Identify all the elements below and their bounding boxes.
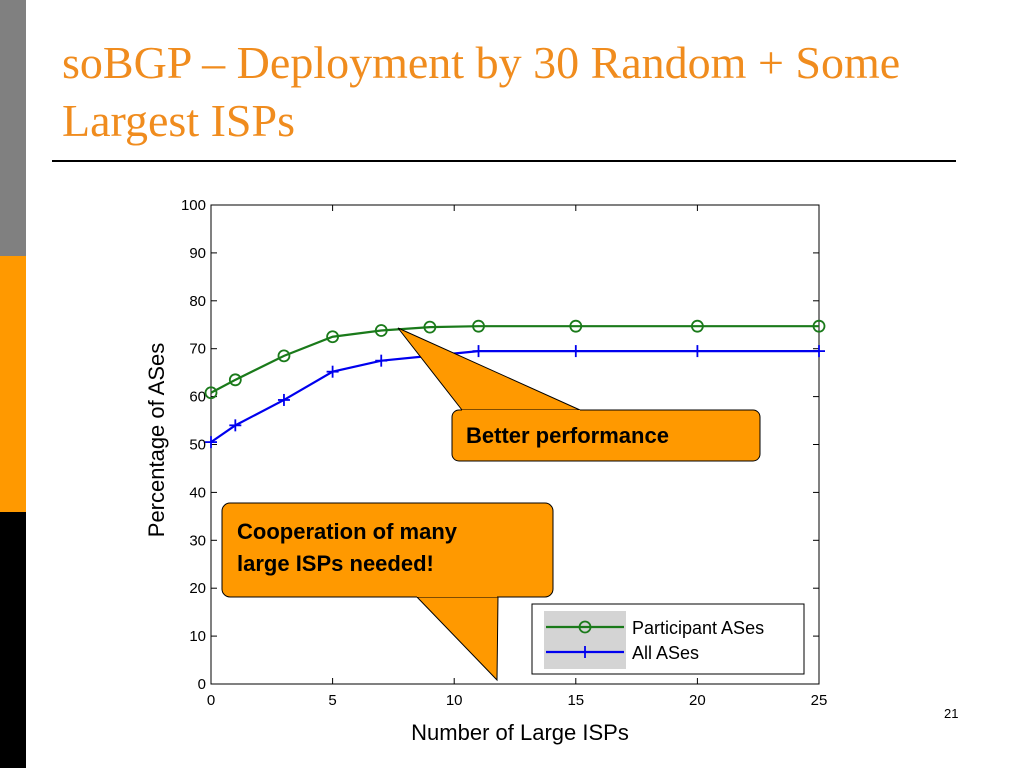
callout-cooperation: Cooperation of many large ISPs needed! — [221, 502, 554, 682]
data-point — [569, 345, 582, 358]
side-bar-black — [0, 512, 26, 768]
data-point — [472, 345, 485, 358]
data-point — [326, 365, 339, 378]
y-tick-label: 60 — [189, 389, 206, 406]
data-point — [423, 320, 437, 334]
side-bar-orange — [0, 256, 26, 512]
series-0 — [204, 319, 826, 400]
callout-text-cooperation-1: Cooperation of many — [237, 519, 458, 544]
y-tick-label: 80 — [189, 293, 206, 310]
legend: Participant ASes All ASes — [531, 603, 805, 675]
data-point — [205, 436, 217, 449]
y-tick-label: 10 — [189, 628, 206, 645]
legend-marker — [578, 620, 592, 634]
callout-text-cooperation-2: large ISPs needed! — [237, 551, 434, 576]
data-point — [229, 419, 242, 432]
callout-better-performance: Better performance — [397, 327, 761, 462]
axis-ticks: 0 5 10 15 20 25 0 10 20 30 40 50 60 70 80 90 100 — [181, 197, 827, 709]
title-divider — [52, 160, 956, 162]
x-tick-label: 20 — [689, 692, 706, 709]
y-tick-label: 70 — [189, 341, 206, 358]
y-tick-label: 0 — [198, 676, 206, 693]
series-line — [210, 349, 819, 444]
data-point — [374, 324, 388, 337]
slide-title: soBGP – Deployment by 30 Random + Some L… — [62, 37, 901, 146]
callout-box — [451, 409, 761, 462]
y-axis-label: Percentage of ASes — [144, 343, 169, 537]
data-point — [569, 319, 583, 333]
callout-box — [221, 502, 554, 598]
data-point — [277, 349, 291, 363]
legend-marker — [579, 646, 591, 658]
y-tick-label: 90 — [189, 245, 206, 262]
x-tick-label: 10 — [446, 692, 463, 709]
y-tick-label: 100 — [181, 197, 206, 214]
x-tick-label: 25 — [811, 692, 828, 709]
y-tick-label: 50 — [189, 437, 206, 454]
chart-series — [204, 319, 826, 449]
data-point — [812, 319, 826, 333]
data-point — [204, 386, 218, 400]
data-point — [813, 345, 825, 358]
series-line — [210, 325, 819, 394]
y-tick-label: 40 — [189, 484, 206, 501]
page-number: 21 — [944, 706, 959, 721]
y-tick-label: 30 — [189, 532, 206, 549]
legend-label-participant: Participant ASes — [632, 618, 764, 638]
y-tick-label: 20 — [189, 580, 206, 597]
data-point — [326, 330, 340, 344]
data-point — [375, 354, 388, 367]
data-point — [472, 319, 485, 333]
data-point — [228, 373, 242, 387]
legend-label-all: All ASes — [632, 643, 699, 663]
side-bar-gray — [0, 0, 26, 256]
callout-text-performance: Better performance — [466, 423, 669, 448]
data-point — [277, 393, 290, 406]
x-tick-label: 0 — [207, 692, 215, 709]
x-axis-label: Number of Large ISPs — [411, 720, 629, 745]
x-tick-label: 5 — [328, 692, 336, 709]
data-point — [691, 319, 704, 333]
data-point — [691, 345, 704, 358]
legend-swatch-bg — [544, 611, 626, 669]
x-tick-label: 15 — [567, 692, 584, 709]
